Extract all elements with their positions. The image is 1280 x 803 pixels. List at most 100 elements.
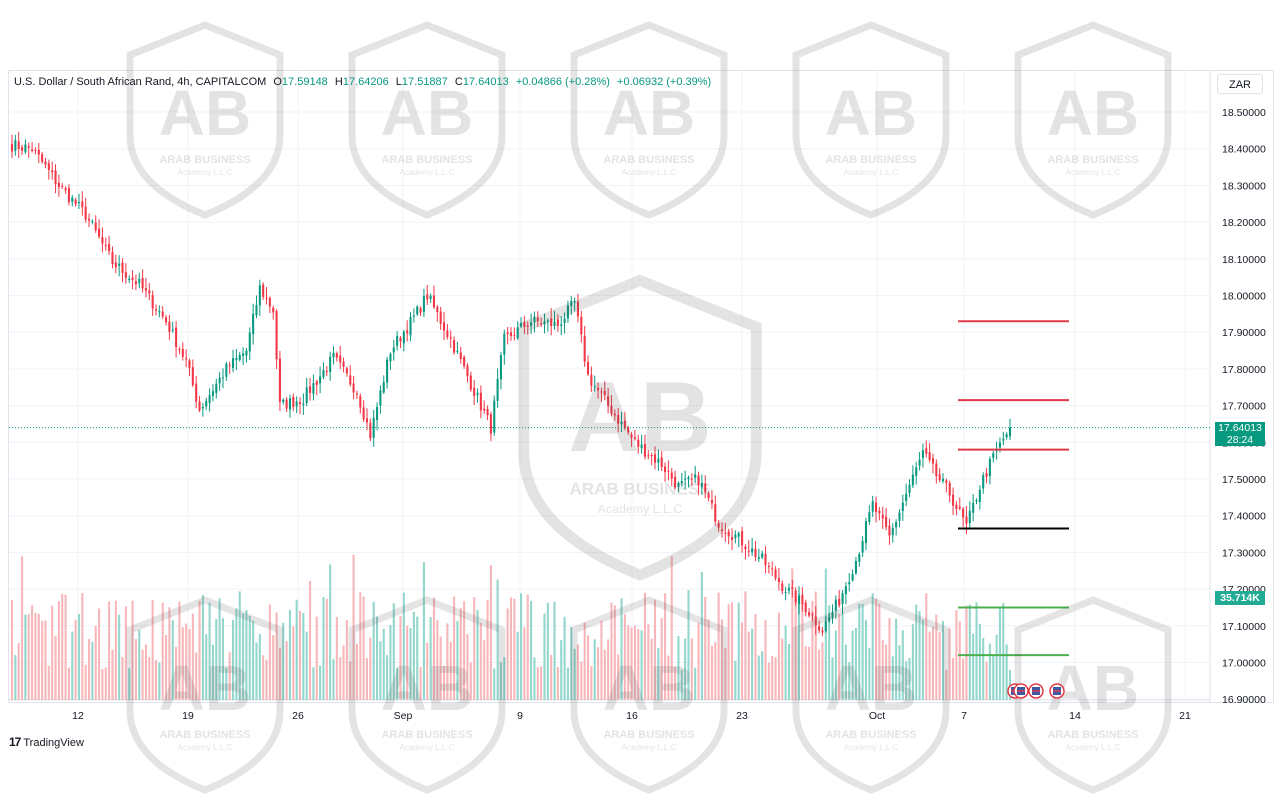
candle-body xyxy=(898,512,901,521)
volume-bar xyxy=(536,667,539,700)
candle-body xyxy=(828,617,831,622)
volume-bar xyxy=(640,630,643,700)
candle-body xyxy=(486,408,489,416)
volume-bar xyxy=(98,608,101,700)
candle-body xyxy=(727,531,730,537)
volume-bar xyxy=(479,622,482,700)
volume-bar xyxy=(335,616,338,700)
volume-bar xyxy=(24,614,27,700)
volume-bar xyxy=(520,593,523,700)
candle-body xyxy=(469,375,472,390)
candle-body xyxy=(429,295,432,299)
volume-bar xyxy=(988,643,991,700)
time-tick-label: 19 xyxy=(182,710,194,722)
volume-bar xyxy=(225,667,228,700)
watermark-sub: Academy L.L.C xyxy=(178,168,233,177)
volume-bar xyxy=(389,625,392,700)
symbol-title[interactable]: U.S. Dollar / South African Rand, 4h, CA… xyxy=(14,76,267,88)
volume-bar xyxy=(627,625,630,700)
candle-body xyxy=(54,170,57,185)
candle-body xyxy=(881,514,884,519)
volume-bar xyxy=(77,613,81,700)
candle-body xyxy=(238,354,241,360)
candle-body xyxy=(664,466,667,473)
volume-bar xyxy=(295,599,298,700)
candle-body xyxy=(409,316,412,336)
watermark-sub: Academy L.L.C xyxy=(622,743,677,752)
candle-body xyxy=(365,418,369,423)
watermark-top: AB ARAB BUSINESS Academy L.L.C xyxy=(1014,21,1172,219)
candle-body xyxy=(546,320,549,322)
volume-bar xyxy=(861,603,864,700)
volume-bar xyxy=(814,591,817,700)
candle-body xyxy=(37,149,40,155)
candle-body xyxy=(44,161,47,165)
volume-bar xyxy=(499,662,502,700)
candle-body xyxy=(831,612,834,619)
volume-bar xyxy=(221,618,225,700)
volume-bar xyxy=(292,626,295,700)
volume-bar xyxy=(14,654,17,700)
volume-bar xyxy=(724,647,727,700)
candle-body xyxy=(680,480,683,484)
candle-body xyxy=(885,516,888,528)
currency-button[interactable]: ZAR xyxy=(1217,74,1263,94)
watermark-bottom: AB ARAB BUSINESS Academy L.L.C xyxy=(792,596,950,794)
volume-bar xyxy=(828,605,831,700)
volume-bar xyxy=(841,614,844,700)
volume-bar xyxy=(915,604,918,700)
candle-body xyxy=(858,553,861,562)
candle-body xyxy=(918,459,921,466)
candle-body xyxy=(824,621,827,632)
tradingview-logo-text: TradingView xyxy=(23,737,84,749)
candle-body xyxy=(600,391,603,393)
candle-body xyxy=(757,557,760,559)
candle-body xyxy=(754,548,757,557)
candle-body xyxy=(747,550,750,552)
candle-body xyxy=(697,475,700,486)
candle-body xyxy=(603,390,606,395)
volume-bar xyxy=(412,611,415,700)
candle-body xyxy=(211,391,214,396)
volume-bar xyxy=(583,622,586,700)
chart-frame[interactable] xyxy=(8,70,1274,703)
candle-body xyxy=(242,353,245,356)
candle-body xyxy=(402,331,405,344)
volume-bar xyxy=(948,628,951,700)
candle-body xyxy=(660,457,663,468)
candle-body xyxy=(650,454,653,456)
volume-bar xyxy=(694,667,697,700)
candle-body xyxy=(801,594,804,605)
volume-bar xyxy=(576,644,580,700)
volume-bar xyxy=(215,619,218,700)
volume-bar xyxy=(104,667,107,700)
price-axis: 18.50000 18.40000 18.30000 18.20000 18.10000… xyxy=(1222,107,1266,706)
volume-bar xyxy=(586,635,590,700)
candle-body xyxy=(51,170,54,173)
candle-body xyxy=(439,311,442,324)
price-tick-label: 16.90000 xyxy=(1222,694,1266,706)
candle-body xyxy=(530,322,533,326)
volume-bar xyxy=(838,613,841,700)
candle-body xyxy=(791,587,794,589)
candle-body xyxy=(309,386,312,393)
volume-bar xyxy=(342,645,345,700)
volume-bar xyxy=(848,662,851,700)
candle-body xyxy=(372,417,375,438)
volume-bar xyxy=(178,601,181,700)
watermark-letters: AB xyxy=(568,362,711,473)
volume-bar xyxy=(975,602,978,700)
volume-bar xyxy=(369,637,372,700)
candle-body xyxy=(154,308,158,311)
high-value: 17.64206 xyxy=(342,76,389,88)
candle-body xyxy=(466,365,469,377)
volume-bar xyxy=(382,628,385,700)
candle-body xyxy=(503,333,506,355)
candle-body xyxy=(1008,427,1012,437)
tradingview-logo[interactable]: 17 TradingView xyxy=(9,735,84,749)
candle-body xyxy=(185,358,188,360)
candle-body xyxy=(536,317,539,322)
volume-bar xyxy=(513,598,516,700)
candle-body xyxy=(653,454,657,463)
